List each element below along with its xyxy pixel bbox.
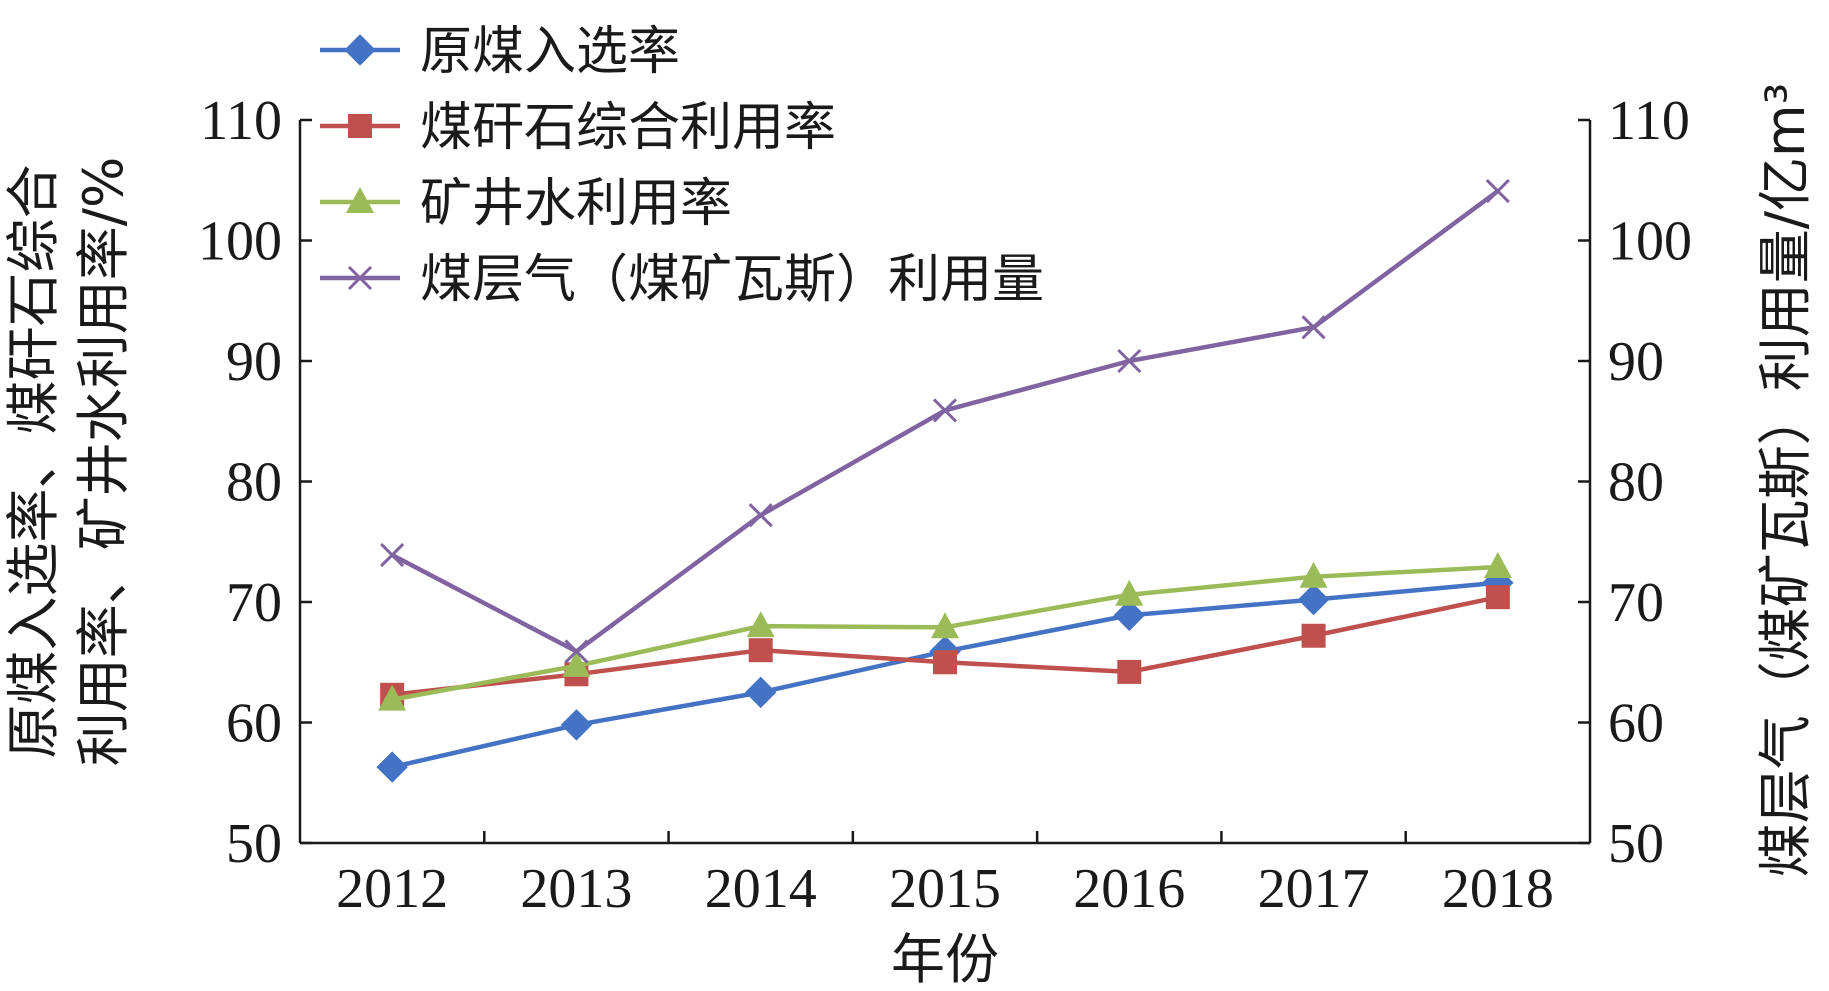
y-right-tick-label: 100 [1608,211,1692,273]
series-3-point [931,612,959,639]
series-2-point [1301,623,1326,648]
series-4-point [564,639,589,664]
x-tick-label: 2013 [520,858,632,920]
series-group [376,179,1514,783]
series-3 [378,552,1512,711]
series-2-point [1485,585,1510,610]
y-left-tick-label: 110 [200,90,282,152]
y-right-tick-label: 110 [1608,90,1690,152]
x-tick-label: 2017 [1258,858,1370,920]
series-4-point [1301,315,1326,340]
axes-group: 50 60 70 80 90 100 110 50 60 70 80 90 100 110 2012 2013… [198,90,1692,920]
y-right-tick-label: 90 [1608,331,1664,393]
legend-label: 煤层气（煤矿瓦斯）利用量 [420,250,1044,310]
x-tick-label: 2014 [705,858,817,920]
x-axis-title: 年份 [891,928,999,991]
series-1 [376,567,1514,783]
series-1-point [1113,599,1145,631]
series-2-point [933,650,957,675]
series-1-point [745,676,777,709]
legend-marker [344,34,376,66]
y-left-axis-title-line1: 原煤入选率、煤矸石综合 [2,165,65,759]
legend-label: 煤矸石综合利用率 [420,98,836,158]
y-right-tick-label: 50 [1608,813,1664,875]
legend-item-4: 煤层气（煤矿瓦斯）利用量 [320,250,1044,310]
series-3-point [562,650,591,677]
legend-item-1: 原煤入选率 [320,22,680,82]
series-3-point [746,611,775,638]
y-left-tick-label: 70 [226,572,282,634]
series-4 [380,179,1510,664]
series-2-point [1117,659,1142,684]
y-right-tick-label: 60 [1608,693,1664,755]
series-4-point [932,398,958,423]
series-4-point [748,503,773,528]
x-tick-label: 2016 [1073,858,1185,920]
y-left-axis-title-line2: 利用率、矿井水利用率/% [72,157,135,767]
legend-item-3: 矿井水利用率 [320,174,732,234]
x-tick-label: 2015 [889,858,1001,920]
legend-marker [346,187,374,213]
series-3-point [1299,561,1328,588]
y-right-axis-title: 煤层气（煤矿瓦斯）利用量/亿m³ [1754,83,1817,877]
series-3-point [1115,579,1144,606]
legend-label: 原煤入选率 [420,22,680,82]
series-1-point [560,709,593,741]
legend-label: 矿井水利用率 [420,174,732,234]
y-left-tick-label: 90 [226,331,282,393]
y-left-tick-label: 50 [226,813,282,875]
series-3-point [1483,552,1512,579]
y-right-tick-label: 70 [1608,572,1664,634]
series-2-point [748,638,773,663]
axis-labels: 年份 原煤入选率、煤矸石综合 利用率、矿井水利用率/% 煤层气（煤矿瓦斯）利用量/亿m… [2,83,1817,991]
y-left-tick-label: 60 [226,693,282,755]
series-4-point [1485,179,1510,204]
series-1-point [376,751,408,783]
y-left-tick-label: 80 [226,452,282,514]
legend-marker [347,265,373,291]
series-3-point [378,684,407,711]
series-4-point [380,542,405,568]
series-4-point [1117,348,1142,374]
x-tick-label: 2018 [1442,858,1554,920]
y-left-tick-label: 100 [198,211,282,273]
series-1-point [1297,583,1330,616]
legend-marker [348,114,372,138]
x-tick-label: 2012 [336,858,448,920]
y-right-tick-label: 80 [1608,452,1664,514]
legend-item-2: 煤矸石综合利用率 [320,98,836,158]
